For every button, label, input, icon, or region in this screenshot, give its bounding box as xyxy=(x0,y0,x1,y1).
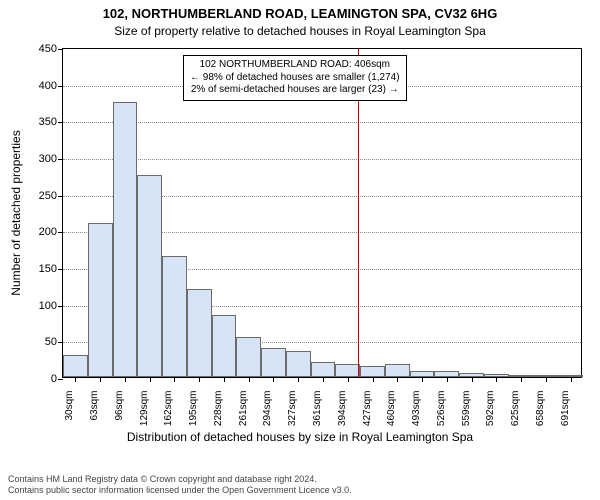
xtick-label: 129sqm xyxy=(139,391,150,427)
xtick-label: 691sqm xyxy=(560,391,571,427)
ytick-mark xyxy=(58,342,63,343)
ytick-mark xyxy=(58,159,63,160)
histogram-bar xyxy=(311,362,336,377)
xtick-label: 96sqm xyxy=(114,391,125,421)
xtick-label: 162sqm xyxy=(163,391,174,427)
xtick-mark xyxy=(571,377,572,382)
xtick-mark xyxy=(373,377,374,382)
gridline xyxy=(63,159,581,160)
xtick-label: 63sqm xyxy=(89,391,100,421)
footer-line2: Contains public sector information licen… xyxy=(8,485,352,496)
ytick-mark xyxy=(58,86,63,87)
ytick-mark xyxy=(58,232,63,233)
xtick-label: 427sqm xyxy=(362,391,373,427)
ytick-label: 200 xyxy=(39,226,57,238)
histogram-bar xyxy=(187,289,212,377)
xtick-mark xyxy=(323,377,324,382)
annotation-line: ← 98% of detached houses are smaller (1,… xyxy=(190,72,400,85)
ytick-label: 400 xyxy=(39,80,57,92)
xtick-mark xyxy=(75,377,76,382)
ytick-label: 100 xyxy=(39,300,57,312)
chart-title-line1: 102, NORTHUMBERLAND ROAD, LEAMINGTON SPA… xyxy=(0,6,600,21)
xtick-label: 658sqm xyxy=(535,391,546,427)
histogram-bar xyxy=(212,315,237,377)
footer-line1: Contains HM Land Registry data © Crown c… xyxy=(8,474,352,485)
xtick-mark xyxy=(174,377,175,382)
histogram-bar xyxy=(137,175,162,377)
xtick-label: 394sqm xyxy=(337,391,348,427)
xtick-mark xyxy=(150,377,151,382)
ytick-label: 300 xyxy=(39,153,57,165)
ytick-mark xyxy=(58,269,63,270)
histogram-bar xyxy=(236,337,261,377)
xtick-label: 30sqm xyxy=(64,391,75,421)
xtick-label: 361sqm xyxy=(312,391,323,427)
xtick-label: 625sqm xyxy=(510,391,521,427)
histogram-bar xyxy=(385,364,410,377)
xtick-mark xyxy=(496,377,497,382)
xtick-mark xyxy=(249,377,250,382)
annotation-box: 102 NORTHUMBERLAND ROAD: 406sqm← 98% of … xyxy=(183,55,407,101)
xtick-label: 261sqm xyxy=(238,391,249,427)
xtick-mark xyxy=(273,377,274,382)
histogram-bar xyxy=(88,223,113,377)
chart-title-line2: Size of property relative to detached ho… xyxy=(0,24,600,38)
xtick-mark xyxy=(397,377,398,382)
xtick-label: 195sqm xyxy=(188,391,199,427)
xtick-mark xyxy=(125,377,126,382)
ytick-mark xyxy=(58,379,63,380)
xtick-label: 228sqm xyxy=(213,391,224,427)
xtick-mark xyxy=(472,377,473,382)
ytick-mark xyxy=(58,49,63,50)
xtick-mark xyxy=(100,377,101,382)
gridline xyxy=(63,122,581,123)
xtick-mark xyxy=(546,377,547,382)
histogram-bar xyxy=(162,256,187,377)
ytick-label: 350 xyxy=(39,116,57,128)
xtick-label: 460sqm xyxy=(386,391,397,427)
histogram-chart: 102, NORTHUMBERLAND ROAD, LEAMINGTON SPA… xyxy=(0,0,600,500)
xtick-label: 559sqm xyxy=(461,391,472,427)
xtick-mark xyxy=(422,377,423,382)
ytick-mark xyxy=(58,306,63,307)
ytick-label: 250 xyxy=(39,190,57,202)
xtick-label: 327sqm xyxy=(287,391,298,427)
x-axis-label: Distribution of detached houses by size … xyxy=(0,430,600,444)
histogram-bar xyxy=(360,366,385,377)
xtick-label: 294sqm xyxy=(262,391,273,427)
ytick-label: 150 xyxy=(39,263,57,275)
annotation-line: 2% of semi-detached houses are larger (2… xyxy=(190,84,400,97)
y-axis-label: Number of detached properties xyxy=(9,130,23,295)
xtick-label: 493sqm xyxy=(411,391,422,427)
ytick-mark xyxy=(58,196,63,197)
annotation-line: 102 NORTHUMBERLAND ROAD: 406sqm xyxy=(190,59,400,72)
footer-attribution: Contains HM Land Registry data © Crown c… xyxy=(8,474,352,497)
histogram-bar xyxy=(261,348,286,377)
xtick-mark xyxy=(199,377,200,382)
ytick-label: 450 xyxy=(39,43,57,55)
ytick-label: 50 xyxy=(45,336,57,348)
histogram-bar xyxy=(63,355,88,377)
histogram-bar xyxy=(335,364,360,377)
xtick-mark xyxy=(447,377,448,382)
xtick-mark xyxy=(348,377,349,382)
xtick-mark xyxy=(298,377,299,382)
histogram-bar xyxy=(113,102,138,377)
ytick-mark xyxy=(58,122,63,123)
xtick-mark xyxy=(224,377,225,382)
plot-area: 05010015020025030035040045030sqm63sqm96s… xyxy=(62,48,582,378)
xtick-label: 592sqm xyxy=(485,391,496,427)
xtick-label: 526sqm xyxy=(436,391,447,427)
ytick-label: 0 xyxy=(51,373,57,385)
histogram-bar xyxy=(286,351,311,377)
xtick-mark xyxy=(521,377,522,382)
